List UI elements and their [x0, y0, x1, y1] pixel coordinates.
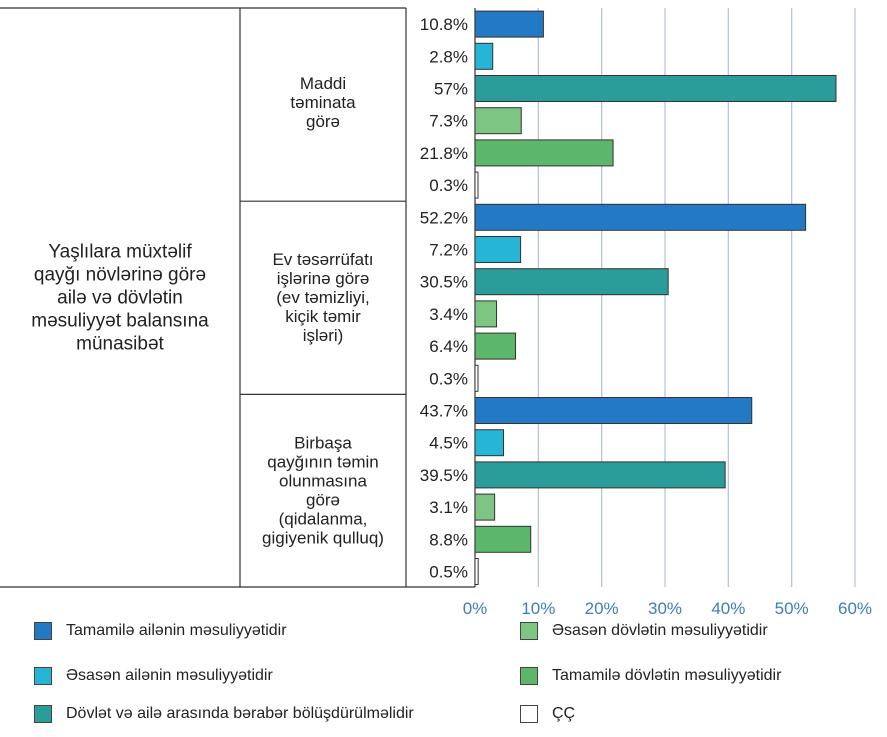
bar [474, 236, 522, 263]
bar [474, 107, 522, 135]
x-tick-label: 10% [521, 599, 555, 618]
group-label: Maddi təminata görə [290, 74, 356, 131]
value-label: 7.2% [429, 241, 468, 260]
bar [474, 364, 479, 392]
value-label: 7.3% [429, 112, 468, 131]
value-label: 57% [434, 80, 468, 99]
x-tick-label: 50% [775, 599, 809, 618]
bar [474, 42, 494, 70]
bar [474, 493, 496, 521]
value-label: 8.8% [429, 530, 468, 549]
x-tick-label: 0% [463, 599, 488, 618]
x-tick-label: 40% [711, 599, 745, 618]
group-label: Birbaşa qayğının təmin olunmasına görə (qida… [262, 434, 384, 548]
bar [474, 461, 726, 489]
bar [474, 300, 498, 328]
value-label: 4.5% [429, 434, 468, 453]
value-label: 30.5% [420, 273, 468, 292]
value-label: 3.1% [429, 498, 468, 517]
bar [474, 139, 614, 167]
bar [474, 558, 479, 585]
value-label: 0.3% [429, 176, 468, 195]
group-label: Ev təsərrüfatı işlərinə görə (ev təmizliyi… [272, 250, 373, 345]
value-label: 21.8% [420, 144, 468, 163]
value-label: 0.3% [429, 369, 468, 388]
bar [474, 429, 504, 457]
value-label: 43.7% [420, 402, 468, 421]
value-label: 6.4% [429, 337, 468, 356]
bar [474, 75, 837, 102]
bar [474, 10, 544, 38]
value-label: 2.8% [429, 47, 468, 66]
value-label: 10.8% [420, 15, 468, 34]
bar [474, 268, 669, 296]
bar [474, 397, 753, 424]
value-label: 3.4% [429, 305, 468, 324]
row-header: Yaşlılara müxtəlif qayğı növlərinə görə ai… [31, 242, 209, 355]
bar [474, 203, 807, 231]
x-tick-label: 30% [648, 599, 682, 618]
bar [474, 171, 479, 199]
value-label: 52.2% [420, 208, 468, 227]
bar [474, 332, 517, 360]
bar [474, 525, 532, 553]
value-label: 0.5% [429, 563, 468, 582]
x-tick-label: 20% [585, 599, 619, 618]
x-tick-label: 60% [838, 599, 872, 618]
value-label: 39.5% [420, 466, 468, 485]
